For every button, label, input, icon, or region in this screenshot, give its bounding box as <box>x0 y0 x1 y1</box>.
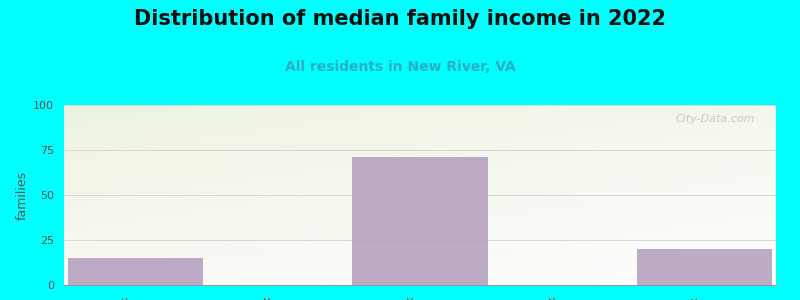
Text: Distribution of median family income in 2022: Distribution of median family income in … <box>134 9 666 29</box>
Y-axis label: families: families <box>16 170 29 220</box>
Bar <box>67 258 203 285</box>
Text: City-Data.com: City-Data.com <box>675 114 754 124</box>
Text: All residents in New River, VA: All residents in New River, VA <box>285 60 515 74</box>
Bar <box>637 249 773 285</box>
Bar <box>352 157 488 285</box>
